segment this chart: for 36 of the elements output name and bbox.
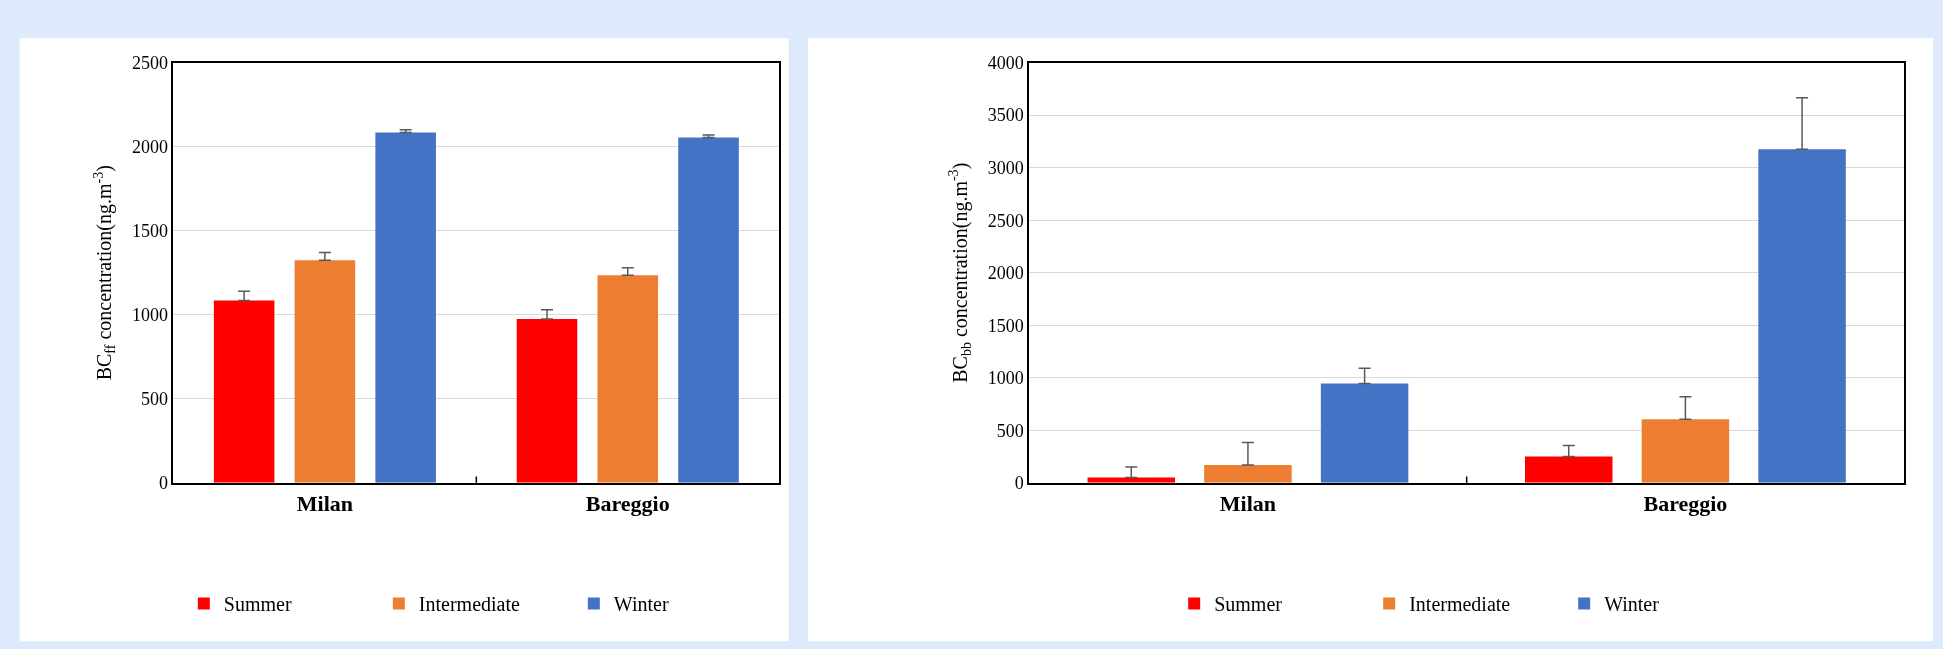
bar [1641, 419, 1730, 483]
bar [375, 132, 436, 483]
bar [1204, 464, 1292, 483]
y-tick-label: 1000 [987, 368, 1024, 389]
x-tick-label: Bareggio [585, 490, 670, 516]
y-tick-label: 3500 [987, 105, 1024, 126]
bar [516, 318, 578, 483]
bar [597, 275, 659, 483]
y-tick-label: 2000 [132, 136, 169, 157]
y-tick-label: 4000 [987, 52, 1024, 73]
legend-label: Intermediate [418, 593, 521, 616]
legend-label: Summer [223, 593, 292, 616]
legend-label: Winter [1604, 593, 1660, 616]
bar [294, 260, 356, 483]
bar [678, 137, 739, 483]
x-tick-label: Milan [296, 490, 354, 516]
x-tick-label: Milan [1219, 490, 1277, 516]
y-tick-label: 500 [141, 389, 169, 410]
y-tick-label: 0 [159, 473, 169, 494]
y-tick-label: 0 [1014, 473, 1024, 494]
y-tick-label: 3000 [987, 157, 1024, 178]
y-tick-label: 2000 [987, 263, 1024, 284]
bar [1320, 383, 1409, 483]
legend-label: Winter [613, 593, 669, 616]
y-tick-label: 500 [996, 420, 1024, 441]
bar [213, 300, 275, 483]
y-tick-label: 1500 [132, 221, 169, 242]
bar [1525, 456, 1613, 483]
y-tick-label: 2500 [987, 210, 1024, 231]
legend-label: Summer [1214, 593, 1283, 616]
y-tick-label: 2500 [132, 52, 169, 73]
x-tick-label: Bareggio [1643, 490, 1728, 516]
y-tick-label: 1500 [987, 315, 1024, 336]
legend-label: Intermediate [1409, 593, 1511, 616]
bar [1758, 149, 1846, 483]
y-tick-label: 1000 [132, 305, 169, 326]
